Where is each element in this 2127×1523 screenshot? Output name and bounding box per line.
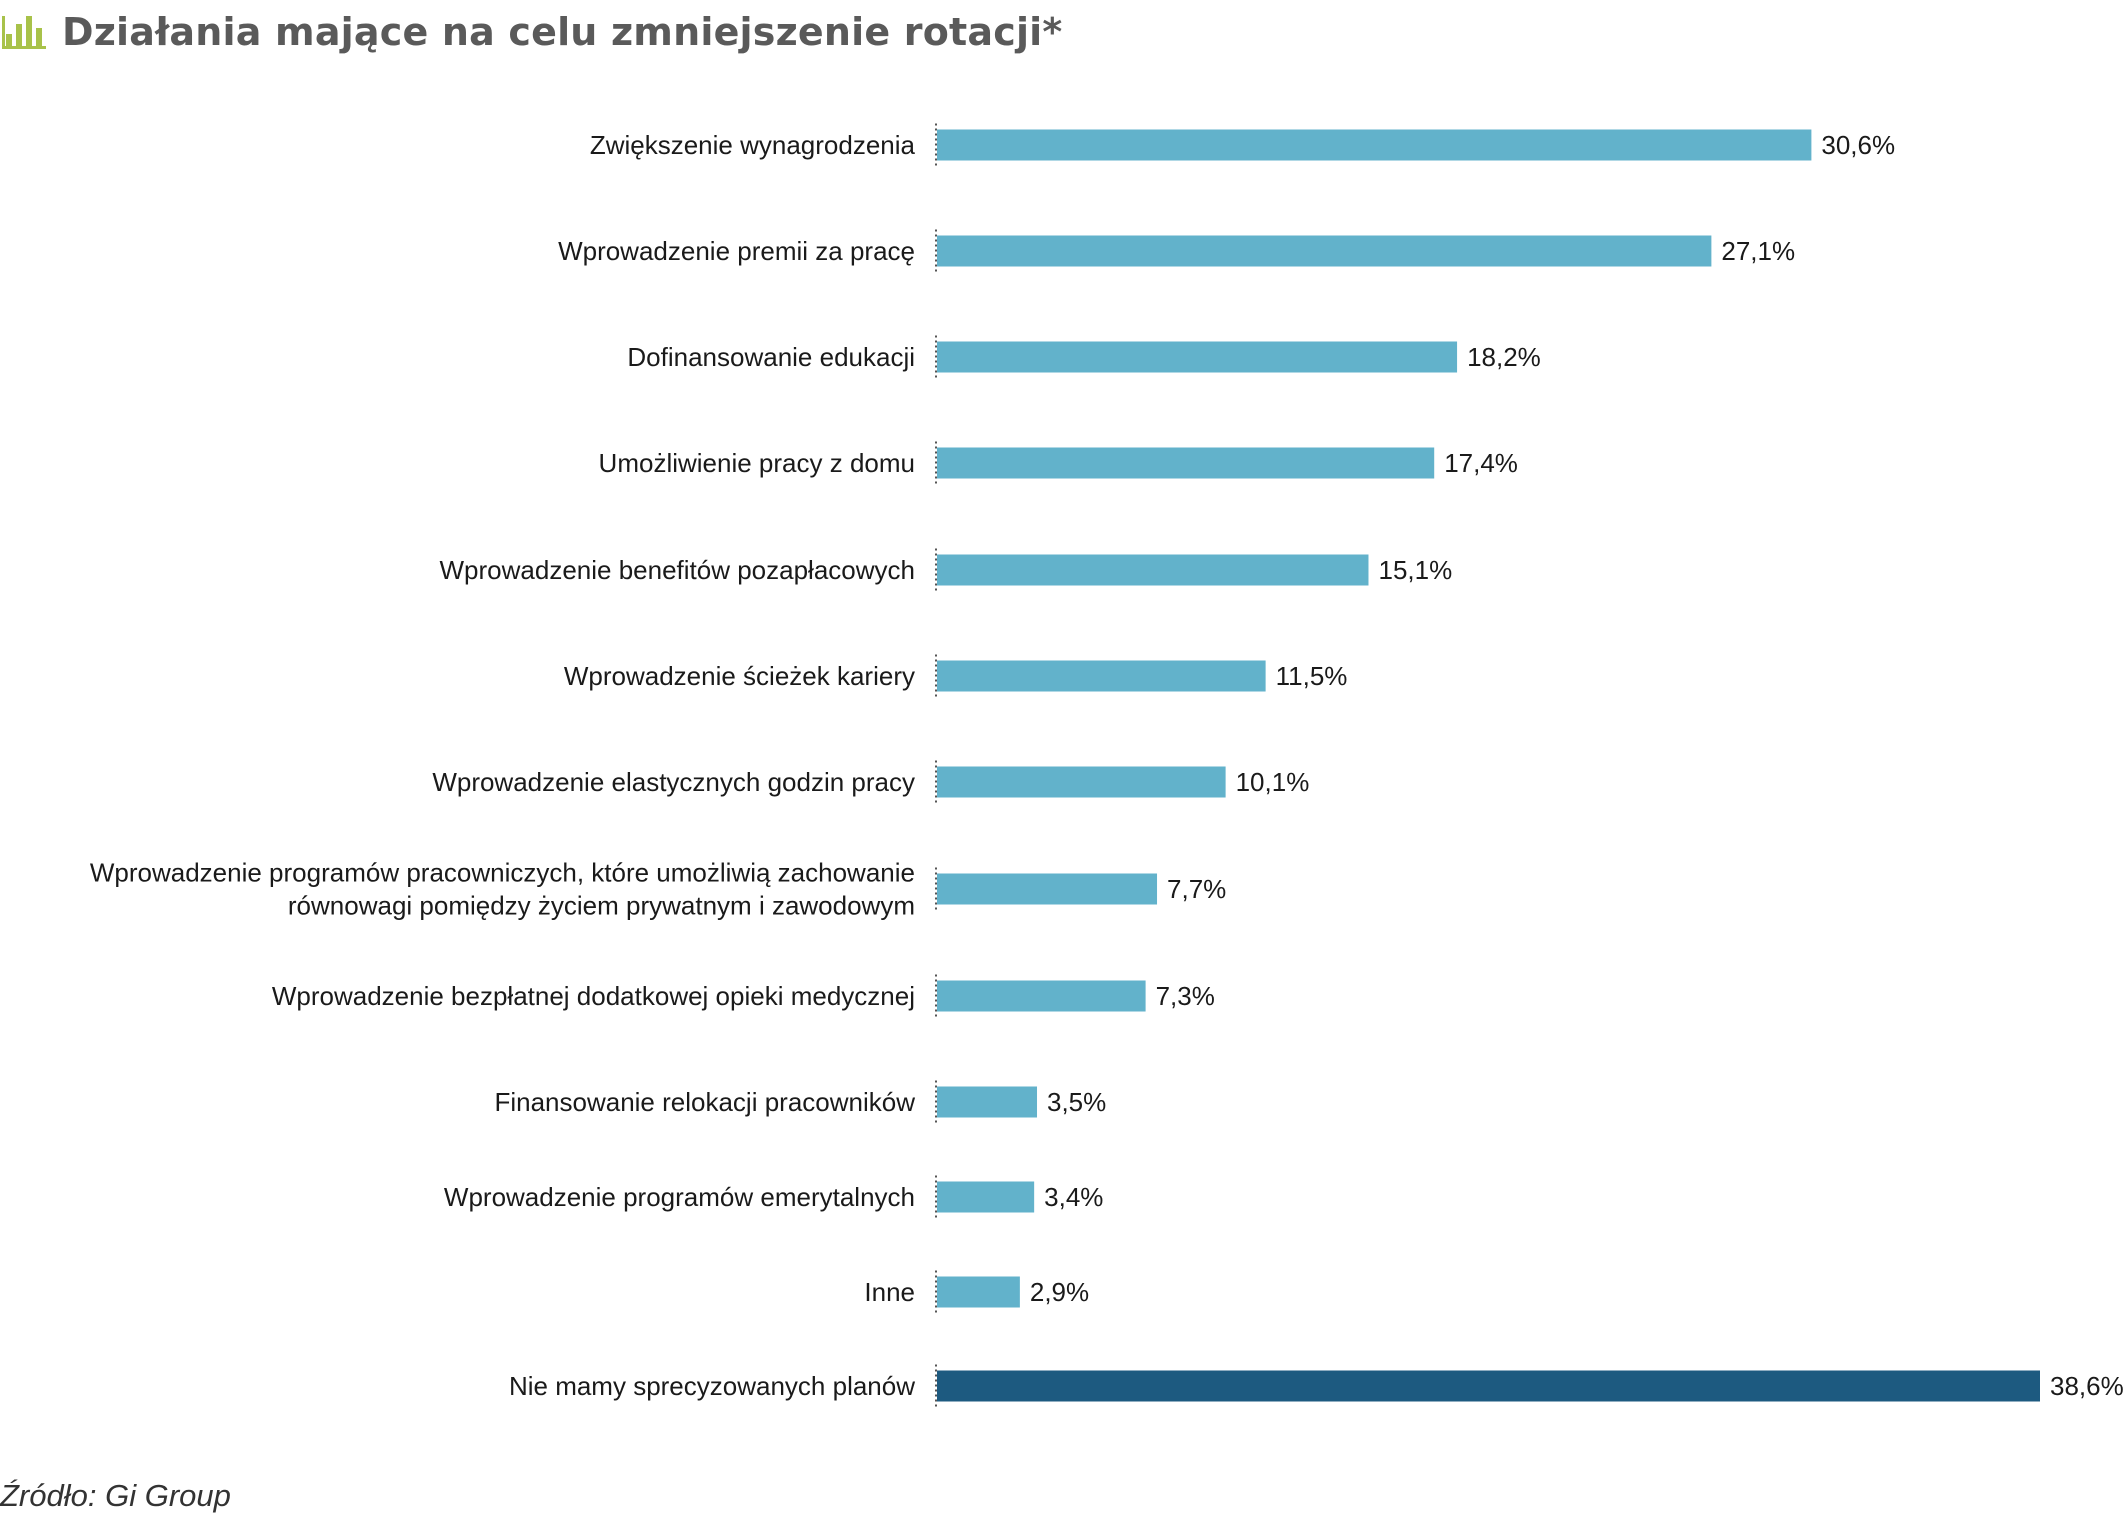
bar [937, 235, 1712, 267]
bar [937, 129, 1812, 161]
category-label: Wprowadzenie ścieżek kariery [564, 661, 915, 691]
bar-value-label: 10,1% [1236, 767, 1310, 797]
category-label: Wprowadzenie bezpłatnej dodatkowej opiek… [272, 981, 915, 1011]
bar-value-label: 18,2% [1467, 342, 1541, 372]
bar [937, 1276, 1020, 1308]
title-icon-bar [16, 24, 22, 46]
bar [937, 1181, 1035, 1213]
bar-value-label: 15,1% [1378, 555, 1452, 585]
bar-value-label: 3,4% [1044, 1182, 1103, 1212]
bar [937, 1086, 1038, 1118]
category-label: Umożliwienie pracy z domu [599, 448, 915, 478]
chart-title: Działania mające na celu zmniejszenie ro… [62, 10, 1063, 54]
bar [937, 660, 1266, 692]
bar-value-label: 3,5% [1047, 1087, 1106, 1117]
category-label: Dofinansowanie edukacji [627, 342, 915, 372]
category-label: równowagi pomiędzy życiem prywatnym i za… [288, 891, 915, 921]
category-label: Nie mamy sprecyzowanych planów [509, 1371, 915, 1401]
bar-value-label: 7,3% [1156, 981, 1215, 1011]
title-icon-baseline [2, 46, 46, 49]
bar-value-label: 17,4% [1444, 448, 1518, 478]
bar-value-label: 38,6% [2050, 1371, 2124, 1401]
source-note: Źródło: Gi Group [0, 1478, 231, 1513]
category-label: Finansowanie relokacji pracowników [494, 1087, 915, 1117]
bar [937, 1370, 2040, 1402]
title-icon-bar [36, 28, 42, 46]
category-label: Zwiększenie wynagrodzenia [590, 130, 916, 160]
category-label: Wprowadzenie premii za pracę [558, 236, 915, 266]
bar-chart-icon [2, 16, 46, 49]
title-icon-bar [26, 16, 32, 46]
bar [937, 554, 1369, 586]
bar [937, 980, 1146, 1012]
bar [937, 766, 1226, 798]
bar-value-label: 11,5% [1276, 661, 1348, 691]
category-label: Inne [864, 1277, 915, 1307]
bar-value-label: 30,6% [1821, 130, 1895, 160]
bar [937, 447, 1435, 479]
category-label: Wprowadzenie programów pracowniczych, kt… [90, 858, 915, 888]
title-icon-axis [2, 16, 5, 49]
title-icon-bar [6, 34, 12, 46]
bar-value-label: 7,7% [1167, 874, 1226, 904]
category-label: Wprowadzenie elastycznych godzin pracy [432, 767, 915, 797]
bar [937, 873, 1158, 905]
bar [937, 341, 1458, 373]
bar-value-label: 2,9% [1030, 1277, 1089, 1307]
chart-title-row: Działania mające na celu zmniejszenie ro… [0, 6, 1062, 58]
category-label: Wprowadzenie programów emerytalnych [444, 1182, 915, 1212]
bar-value-label: 27,1% [1721, 236, 1795, 266]
category-label: Wprowadzenie benefitów pozapłacowych [440, 555, 916, 585]
